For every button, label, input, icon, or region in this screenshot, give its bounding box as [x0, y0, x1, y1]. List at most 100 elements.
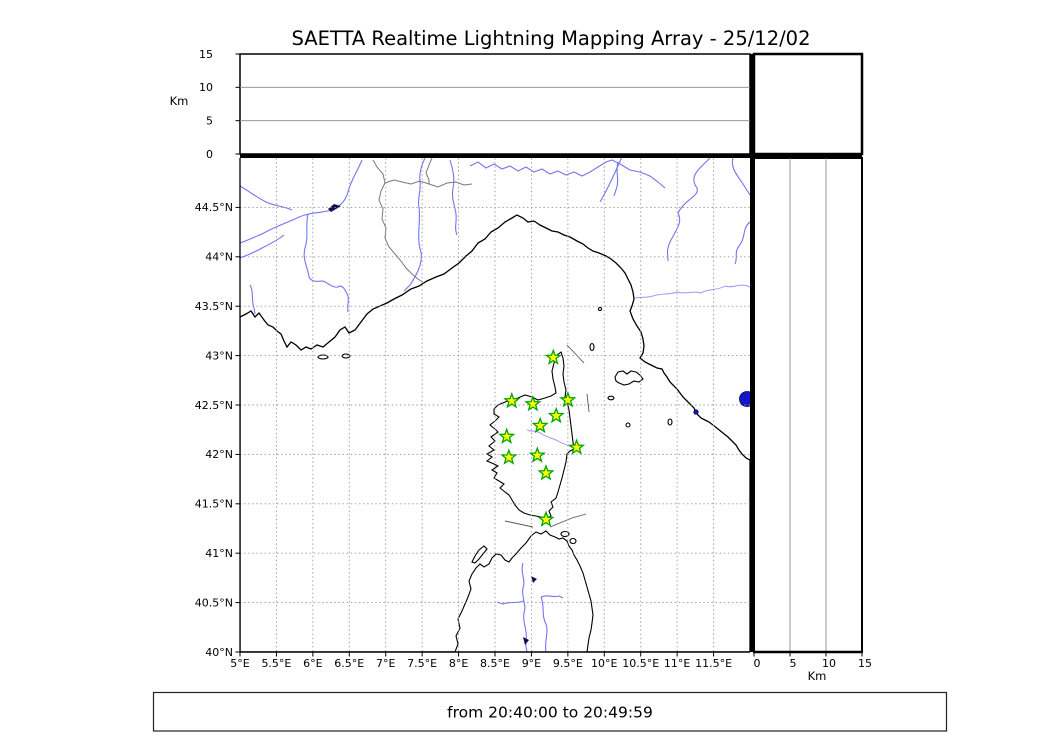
- lake-sardinia-1: [531, 576, 537, 583]
- capraia-island: [589, 342, 595, 352]
- lat-tick-label: 42.5°N: [195, 399, 233, 412]
- top-altitude-panel: 0 5 10 15 Km: [170, 48, 751, 161]
- sea-polygon: [240, 214, 750, 652]
- lat-tick-label: 40.5°N: [195, 596, 233, 609]
- lat-axis-ticks: 40°N 40.5°N 41°N 41.5°N 42°N 42.5°N 43°N 43.5°N…: [195, 201, 240, 659]
- top-panel-gridlines: [240, 86, 750, 122]
- maritime-segment-bonifacio-e: [549, 513, 587, 528]
- river-ne-2: [734, 221, 750, 265]
- square-panel-frame: [752, 52, 864, 156]
- bottom-km-axis-unit-label: Km: [808, 669, 827, 683]
- lon-axis-ticks: 5°E 5.5°E 6°E 6.5°E 7°E 7.5°E 8°E 8.5°E 9°E 9.5°E…: [230, 652, 732, 670]
- river-apennine-1: [613, 161, 619, 197]
- right-panel-gridlines: [789, 158, 827, 652]
- station-marker: [531, 416, 549, 434]
- map-gridlines: [240, 158, 750, 652]
- maddalena-island-2: [569, 537, 577, 545]
- lon-tick-label: 6.5°E: [334, 657, 364, 670]
- station-marker: [528, 446, 546, 463]
- station-marker: [500, 448, 518, 465]
- station-markers: [497, 348, 586, 527]
- lat-tick-label: 42°N: [205, 448, 233, 461]
- lagoon-orbetello: [693, 409, 699, 415]
- river-tanaro: [449, 159, 458, 236]
- lon-tick-label: 6°E: [303, 657, 322, 670]
- altitude-tick-label: 5: [206, 114, 213, 127]
- time-range-box: from 20:40:00 to 20:49:59: [152, 691, 948, 732]
- lat-tick-label: 44°N: [205, 251, 233, 264]
- river-durance-upper: [334, 159, 363, 210]
- maritime-boundaries: [504, 344, 590, 528]
- river-var: [403, 158, 426, 292]
- porquerolles-island: [317, 354, 329, 360]
- station-marker: [544, 348, 562, 365]
- lon-tick-label: 5°E: [230, 657, 249, 670]
- station-marker: [547, 406, 565, 424]
- station-marker: [503, 391, 521, 409]
- lat-tick-label: 43.5°N: [195, 300, 233, 313]
- lat-tick-label: 43°N: [205, 349, 233, 362]
- lon-tick-label: 9°E: [522, 657, 541, 670]
- station-marker: [497, 427, 516, 444]
- sardinia-landmass: [454, 530, 594, 652]
- river-golo-corsica: [526, 429, 575, 449]
- river-serchio: [666, 158, 711, 262]
- river-ne-1: [731, 158, 750, 196]
- maritime-segment-bonifacio-w: [504, 520, 534, 528]
- map-content: [240, 158, 750, 652]
- lakes: [328, 204, 750, 645]
- river-marseille: [249, 284, 256, 315]
- lat-tick-label: 41°N: [205, 547, 233, 560]
- lake-serre-poncon: [328, 204, 341, 212]
- station-marker: [568, 438, 586, 455]
- overview-square-panel: [752, 52, 864, 156]
- plot-title: SAETTA Realtime Lightning Mapping Array …: [292, 27, 811, 50]
- river-sardinia-2b: [540, 595, 564, 599]
- river-sardinia-1: [521, 562, 528, 652]
- river-nw-corner: [240, 185, 293, 211]
- km-tick-label: 0: [754, 657, 761, 670]
- levant-island: [341, 353, 351, 359]
- river-arno: [634, 284, 750, 299]
- km-tick-label: 15: [858, 657, 872, 670]
- elba-island: [614, 370, 644, 386]
- station-marker: [537, 464, 555, 481]
- time-range-label: from 20:40:00 to 20:49:59: [447, 704, 653, 722]
- lon-tick-label: 8.5°E: [480, 657, 510, 670]
- map-panel: 5°E 5.5°E 6°E 6.5°E 7°E 7.5°E 8°E 8.5°E 9°E 9.5°E…: [195, 158, 862, 670]
- lat-tick-label: 40°N: [205, 646, 233, 659]
- lon-tick-label: 10°E: [591, 657, 617, 670]
- river-south-branch: [303, 213, 349, 313]
- lon-tick-label: 7.5°E: [407, 657, 437, 670]
- rivers: [240, 158, 750, 652]
- km-tick-label: 5: [790, 657, 797, 670]
- maritime-segment-east: [586, 393, 590, 413]
- altitude-tick-label: 0: [206, 148, 213, 161]
- lon-tick-label: 5.5°E: [261, 657, 291, 670]
- asinara-island: [471, 545, 488, 564]
- lon-tick-label: 8°E: [449, 657, 468, 670]
- altitude-y-ticks: 0 5 10 15: [199, 48, 240, 161]
- lon-tick-label: 9.5°E: [553, 657, 583, 670]
- top-panel-frame: [239, 53, 751, 155]
- river-left-edge: [240, 234, 285, 259]
- montecristo-island: [625, 422, 631, 428]
- altitude-tick-label: 10: [199, 81, 213, 94]
- river-durance-west: [240, 209, 333, 244]
- lon-tick-label: 7°E: [376, 657, 395, 670]
- maddalena-island: [560, 530, 570, 538]
- lat-tick-label: 41.5°N: [195, 498, 233, 511]
- station-marker: [559, 391, 577, 408]
- altitude-tick-label: 15: [199, 48, 213, 61]
- border-branch: [425, 158, 433, 184]
- maritime-segment-capcorse: [566, 344, 585, 364]
- lon-tick-label: 11.5°E: [695, 657, 732, 670]
- time-box-frame: [152, 691, 948, 732]
- river-apennine-2: [599, 158, 623, 203]
- km-tick-label: 10: [822, 657, 836, 670]
- gorgona-island: [597, 306, 603, 312]
- right-altitude-panel: 0 5 10 15 Km: [753, 157, 872, 683]
- bottom-km-ticks: 0 5 10 15: [753, 652, 872, 670]
- lake-sardinia-2: [523, 637, 529, 645]
